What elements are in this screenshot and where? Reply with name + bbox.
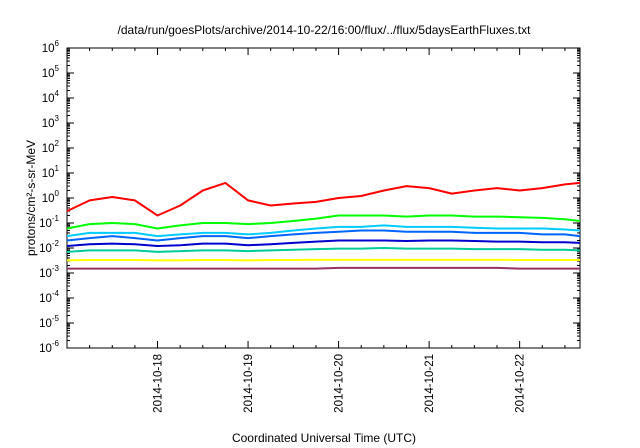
y-tick-label: 10-3 (39, 264, 59, 280)
data-series-line-2 (66, 214, 581, 230)
y-tick-label: 105 (42, 64, 60, 80)
y-tick-label: 10-4 (39, 289, 59, 305)
x-tick-label: 2014-10-21 (424, 354, 436, 413)
y-tick-label: 102 (42, 139, 60, 155)
data-series-line-4 (66, 229, 581, 242)
y-tick-label: 10-5 (39, 314, 59, 330)
data-series-line-6 (66, 247, 581, 253)
x-tick-label: 2014-10-20 (334, 354, 346, 413)
x-tick-label: 2014-10-18 (153, 354, 165, 413)
y-tick-label: 10-2 (39, 239, 59, 255)
x-tick-label: 2014-10-22 (515, 354, 527, 413)
x-axis-tick-labels: 2014-10-18 2014-10-19 2014-10-20 2014-10-21… (153, 354, 527, 413)
data-series-group (66, 181, 581, 270)
y-axis-tick-labels: 10-6 10-5 10-4 10-3 10-2 10-1 100 101 102 103 104 1… (39, 39, 59, 355)
y-axis-label: protons/cm²-s-sr-MeV (24, 140, 38, 256)
data-series-line-3 (66, 224, 581, 238)
y-tick-label: 104 (42, 89, 60, 105)
y-tick-label: 100 (42, 189, 60, 205)
x-tick-label: 2014-10-19 (243, 354, 255, 413)
data-series-line-5 (66, 239, 581, 247)
x-axis-ticks (89, 48, 566, 348)
y-tick-label: 101 (42, 164, 60, 180)
data-series-line-8 (67, 266, 580, 270)
y-tick-label: 106 (42, 39, 60, 55)
chart-title: /data/run/goesPlots/archive/2014-10-22/1… (118, 23, 532, 37)
plot-frame (66, 47, 581, 349)
data-series-line-7 (66, 258, 580, 262)
y-tick-label: 103 (42, 114, 60, 130)
data-series-line-1 (66, 181, 581, 217)
x-axis-label: Coordinated Universal Time (UTC) (232, 431, 416, 445)
y-tick-label: 10-1 (39, 214, 59, 230)
y-axis-ticks (67, 47, 580, 349)
y-tick-label: 10-6 (39, 339, 59, 355)
